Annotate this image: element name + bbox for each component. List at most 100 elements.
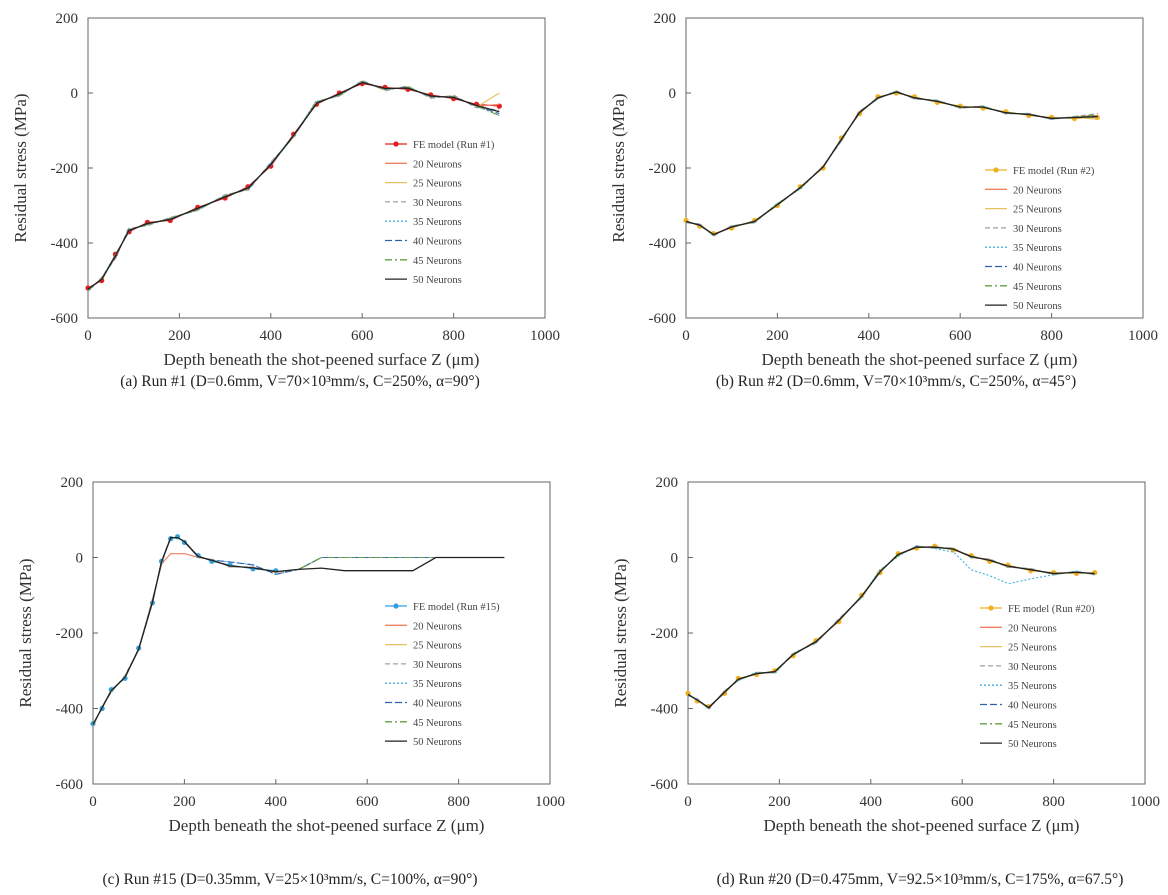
x-tick-label: 400	[858, 328, 881, 344]
legend-label: 40 Neurons	[413, 237, 462, 248]
x-tick-label: 0	[84, 328, 92, 344]
legend-label: 30 Neurons	[413, 198, 462, 209]
y-tick-label: 200	[654, 11, 677, 27]
legend-label: FE model (Run #15)	[413, 602, 500, 613]
y-tick-label: -200	[56, 626, 84, 642]
y-tick-label: -200	[649, 161, 677, 177]
y-tick-label: -600	[56, 777, 84, 793]
legend-label: 35 Neurons	[1008, 681, 1057, 692]
legend-label: 25 Neurons	[413, 179, 462, 190]
legend-label: 20 Neurons	[1008, 623, 1057, 634]
y-tick-label: -400	[51, 236, 79, 252]
x-tick-label: 800	[1040, 328, 1063, 344]
legend-label: 45 Neurons	[1013, 282, 1062, 293]
legend-label: 50 Neurons	[413, 275, 462, 286]
legend-label: 45 Neurons	[1008, 720, 1057, 731]
legend-marker	[393, 603, 399, 609]
y-axis-label: Residual stress (MPa)	[16, 558, 35, 707]
legend-label: FE model (Run #20)	[1008, 604, 1095, 615]
x-tick-label: 1000	[1128, 328, 1158, 344]
legend-label: 45 Neurons	[413, 256, 462, 267]
chart-panel-3: 0 200 400 600 800 1000 200 0 -200 -400 -600 Depth b…	[16, 475, 565, 888]
y-tick-label: 0	[671, 551, 679, 567]
y-tick-label: -600	[651, 777, 679, 793]
legend-label: 40 Neurons	[1008, 701, 1057, 712]
legend-label: 25 Neurons	[1013, 205, 1062, 216]
y-tick-label: 0	[71, 86, 79, 102]
chart-panel-4: 0 200 400 600 800 1000 200 0 -200 -400 -600 Depth b…	[611, 475, 1160, 888]
series-line-7	[685, 91, 1098, 236]
x-tick-label: 800	[447, 794, 470, 810]
legend-label: 25 Neurons	[413, 641, 462, 652]
legend-label: 40 Neurons	[413, 699, 462, 710]
panel-caption: (c) Run #15 (D=0.35mm, V=25×10³mm/s, C=1…	[103, 871, 478, 888]
series-line-4	[688, 545, 1095, 710]
legend-label: 50 Neurons	[1013, 301, 1062, 312]
legend-label: 30 Neurons	[413, 660, 462, 671]
x-tick-label: 200	[766, 328, 789, 344]
y-tick-label: -200	[651, 626, 679, 642]
y-tick-label: -600	[649, 311, 677, 327]
x-tick-label: 800	[442, 328, 465, 344]
series-line-7	[92, 536, 505, 725]
legend-label: 35 Neurons	[413, 217, 462, 228]
legend-label: 40 Neurons	[1013, 263, 1062, 274]
x-tick-label: 1000	[1130, 794, 1160, 810]
legend-label: 35 Neurons	[413, 679, 462, 690]
x-tick-label: 400	[860, 794, 883, 810]
x-tick-label: 400	[260, 328, 283, 344]
y-tick-label: -600	[51, 311, 79, 327]
panel-caption: (d) Run #20 (D=0.475mm, V=92.5×10³mm/s, …	[717, 871, 1124, 888]
y-tick-label: 200	[56, 11, 79, 27]
plot-frame	[87, 17, 546, 319]
legend-label: 50 Neurons	[413, 737, 462, 748]
x-tick-label: 600	[949, 328, 972, 344]
x-tick-label: 0	[684, 794, 692, 810]
x-tick-label: 200	[168, 328, 191, 344]
y-tick-label: 0	[669, 86, 677, 102]
legend-label: 30 Neurons	[1008, 662, 1057, 673]
legend-label: 35 Neurons	[1013, 243, 1062, 254]
y-tick-label: -400	[649, 236, 677, 252]
legend-label: 25 Neurons	[1008, 643, 1057, 654]
y-tick-label: 0	[76, 551, 84, 567]
x-tick-label: 0	[89, 794, 97, 810]
chart-panel-1: 0 200 400 600 800 1000 200 0 -200 -400 -600 Depth b…	[11, 11, 560, 390]
y-tick-label: 200	[61, 475, 84, 491]
plot-frame	[687, 481, 1146, 785]
x-tick-label: 400	[265, 794, 288, 810]
y-tick-label: -400	[56, 702, 84, 718]
x-axis-label: Depth beneath the shot-peened surface Z …	[764, 816, 1080, 835]
legend-label: 50 Neurons	[1008, 739, 1057, 750]
data-point	[108, 687, 114, 693]
legend-label: 20 Neurons	[1013, 185, 1062, 196]
y-tick-label: -400	[651, 702, 679, 718]
x-tick-label: 800	[1042, 794, 1065, 810]
legend-marker	[988, 605, 994, 611]
panel-caption: (b) Run #2 (D=0.6mm, V=70×10³mm/s, C=250…	[716, 373, 1076, 390]
y-axis-label: Residual stress (MPa)	[11, 93, 30, 242]
legend-marker	[393, 141, 399, 147]
x-tick-label: 1000	[530, 328, 560, 344]
legend-label: FE model (Run #2)	[1013, 166, 1095, 177]
x-tick-label: 600	[351, 328, 374, 344]
series-line-7	[87, 81, 500, 290]
x-tick-label: 600	[951, 794, 974, 810]
x-axis-label: Depth beneath the shot-peened surface Z …	[164, 350, 480, 369]
x-tick-label: 0	[682, 328, 690, 344]
y-axis-label: Residual stress (MPa)	[611, 558, 630, 707]
panel-caption: (a) Run #1 (D=0.6mm, V=70×10³mm/s, C=250…	[120, 373, 479, 390]
y-tick-label: -200	[51, 161, 79, 177]
chart-panel-2: 0 200 400 600 800 1000 200 0 -200 -400 -600 Depth b…	[609, 11, 1158, 390]
x-tick-label: 200	[768, 794, 791, 810]
legend-label: FE model (Run #1)	[413, 140, 495, 151]
x-axis-label: Depth beneath the shot-peened surface Z …	[762, 350, 1078, 369]
series-line-3	[87, 79, 500, 292]
x-axis-label: Depth beneath the shot-peened surface Z …	[169, 816, 485, 835]
legend-label: 20 Neurons	[413, 621, 462, 632]
legend-label: 30 Neurons	[1013, 224, 1062, 235]
y-tick-label: 200	[656, 475, 679, 491]
plot-frame	[92, 481, 551, 785]
x-tick-label: 200	[173, 794, 196, 810]
